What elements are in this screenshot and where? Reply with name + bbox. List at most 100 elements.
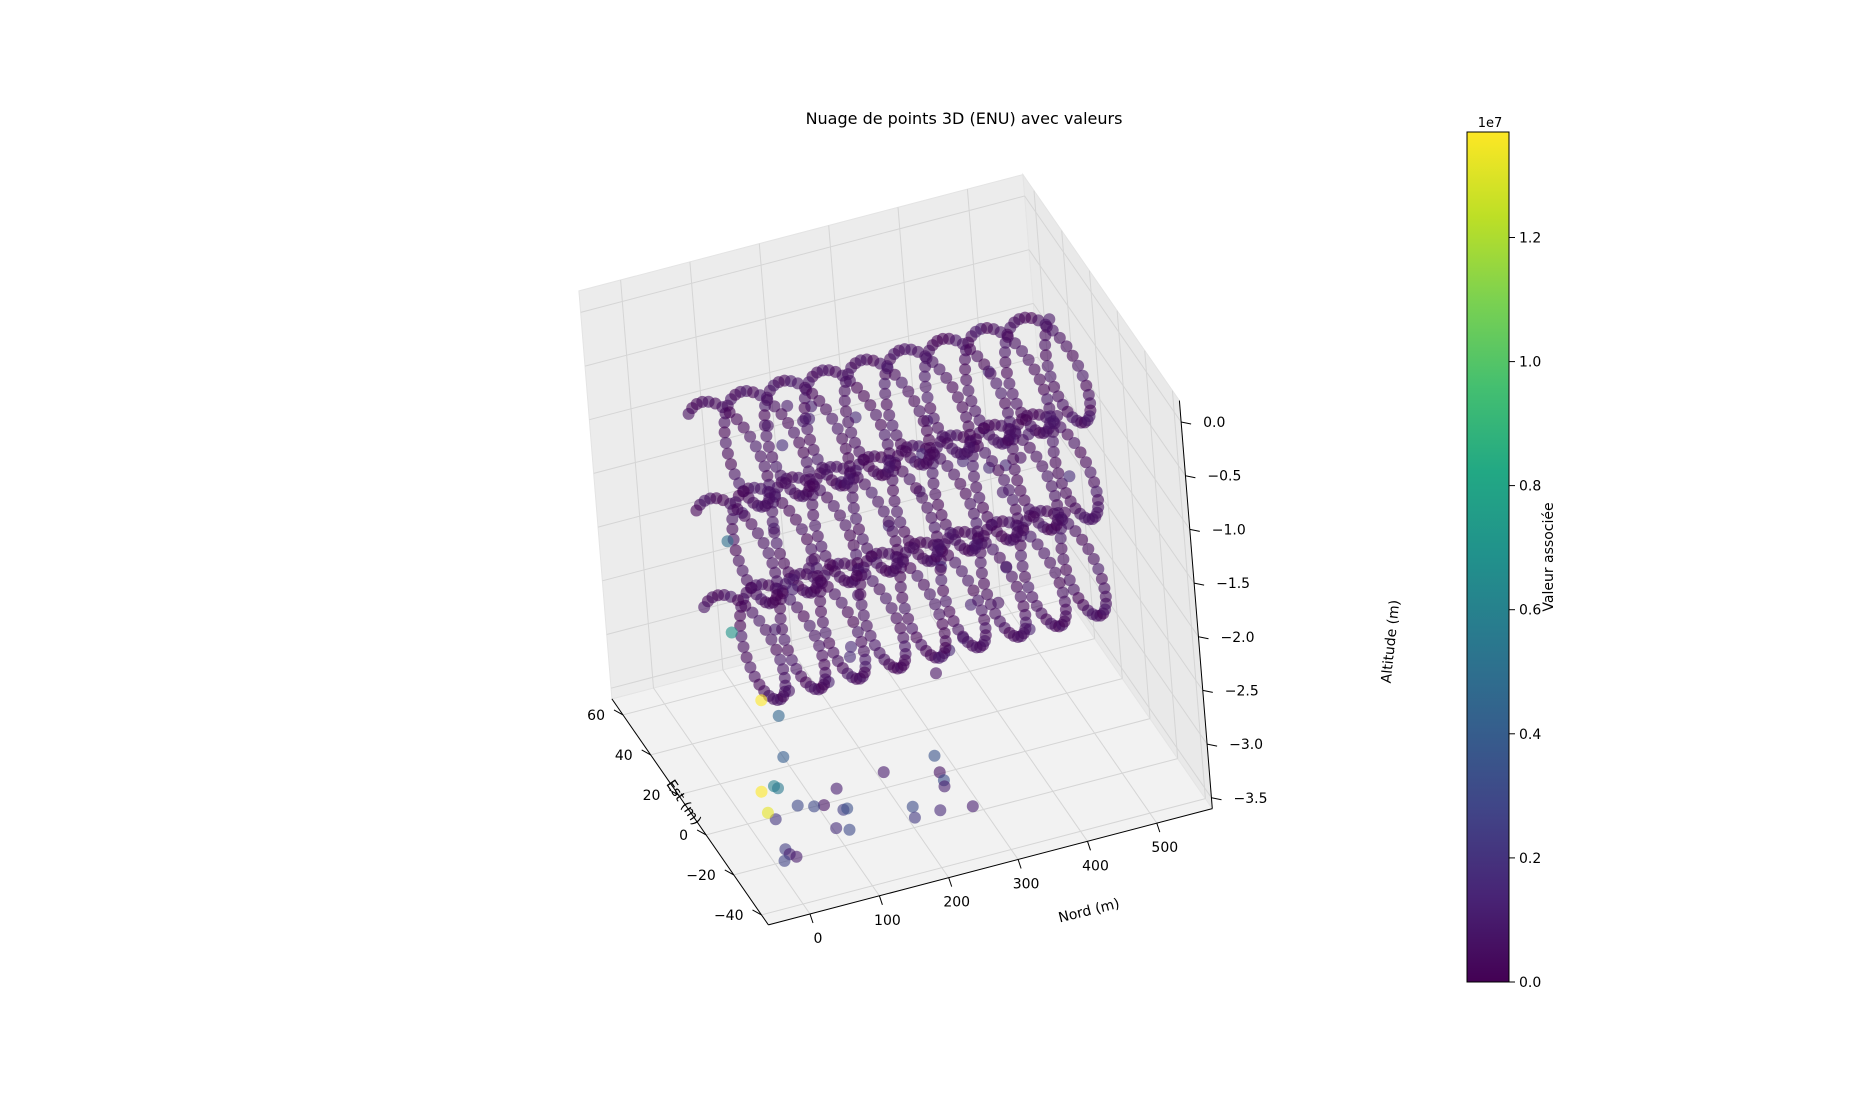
scatter-point [970,481,983,494]
scatter-point [939,641,952,654]
scatter-point [1008,463,1021,476]
z-tick [1189,528,1200,532]
scatter-point [896,591,909,604]
grid-line [1144,350,1179,759]
scatter-point [954,477,967,490]
scatter-point [734,619,747,632]
scatter-point [967,584,980,597]
scatter-point [778,633,791,646]
z-tick [1211,797,1222,801]
x-tick-label: 500 [1151,840,1178,856]
scatter-point [840,405,852,418]
scatter-point [755,694,768,707]
scatter-point [888,495,901,508]
scatter-point [1060,340,1073,353]
scatter-point [968,470,980,483]
scatter-point [1000,366,1013,379]
scatter-point [986,543,999,556]
scatter-point [1019,622,1032,635]
z-axis: 0.0 −0.5 −1.0 −1.5 −2.0 −2.5 −3.0 −3.5 [1178,400,1268,809]
scatter-point [814,595,827,608]
scatter-point [1080,456,1092,469]
scatter-point [877,766,890,779]
colorbar-offset-label: 1e7 [1478,116,1503,131]
scatter-point [930,667,942,680]
scatter-point [735,630,748,643]
scatter-point [1041,470,1054,483]
x-tick [1156,822,1161,833]
scatter-point [1057,553,1070,566]
scatter-point [894,622,907,635]
x-tick-label: 200 [943,895,970,911]
scatter-points [682,311,1112,867]
scatter-point [921,501,934,514]
y-tick-label: 20 [643,788,661,804]
scatter-point [962,574,975,587]
scatter-point [1000,560,1013,573]
scatter-point [1044,417,1057,430]
scatter-point [730,413,743,426]
scatter-point [978,358,991,371]
scatter-point [877,505,890,518]
z-tick-label: 0.0 [1203,415,1225,431]
scatter-point [1022,428,1035,441]
y-axis-line [611,698,769,926]
scatter-point [811,530,824,543]
scatter-point [1011,526,1024,539]
scatter-point [749,440,762,453]
z-tick-label: −1.5 [1216,576,1250,592]
scatter-point [1069,525,1082,538]
x-tick-label: 400 [1082,858,1109,874]
scatter-point [883,409,896,422]
scatter-point [1053,331,1066,344]
scatter-point [966,800,979,813]
scatter-point [807,443,820,456]
scatter-point [774,612,787,625]
scatter-point [1039,339,1052,351]
scatter-point [758,460,771,473]
scatter-point [935,574,948,587]
scatter-point [993,551,1006,564]
scatter-point [921,391,934,404]
scatter-point [839,519,852,532]
scatter-point [974,556,987,569]
scatter-point [1095,572,1108,585]
z-tick-label: −1.0 [1212,522,1246,538]
scatter-point [759,623,772,636]
grid-line [861,633,1019,860]
scatter-point [855,635,868,648]
scatter-point [903,473,916,486]
scatter-point [962,384,975,397]
y-tick-label: 40 [615,748,633,764]
scatter-point [1087,553,1100,565]
scatter-point [809,519,822,532]
scatter-point [920,424,933,437]
scatter-point [821,491,834,504]
scatter-point [1091,506,1104,519]
colorbar-tick-label: 0.2 [1519,851,1541,867]
scatter-point [899,654,912,667]
scatter-point [1072,359,1085,372]
x-tick [948,877,953,887]
scatter-point [964,497,977,510]
scatter-point [955,565,968,578]
scatter-point [894,581,907,594]
scatter-point [992,596,1005,609]
scatter-point [841,606,854,619]
grid-line [653,687,811,915]
scatter-point [776,497,789,509]
scatter-point [786,583,799,596]
scatter-point [755,785,768,798]
scatter-point [948,468,961,481]
y-tick-label: 0 [679,828,688,844]
scatter-point [866,575,879,588]
scatter-point [963,441,976,454]
grid-line [761,798,1206,916]
scatter-point [760,430,773,442]
scatter-point [1024,530,1037,543]
scatter-point [935,509,948,521]
scatter-point [891,557,904,570]
scatter-point [924,402,937,415]
scatter-point [946,381,959,394]
scatter-point [729,544,742,557]
